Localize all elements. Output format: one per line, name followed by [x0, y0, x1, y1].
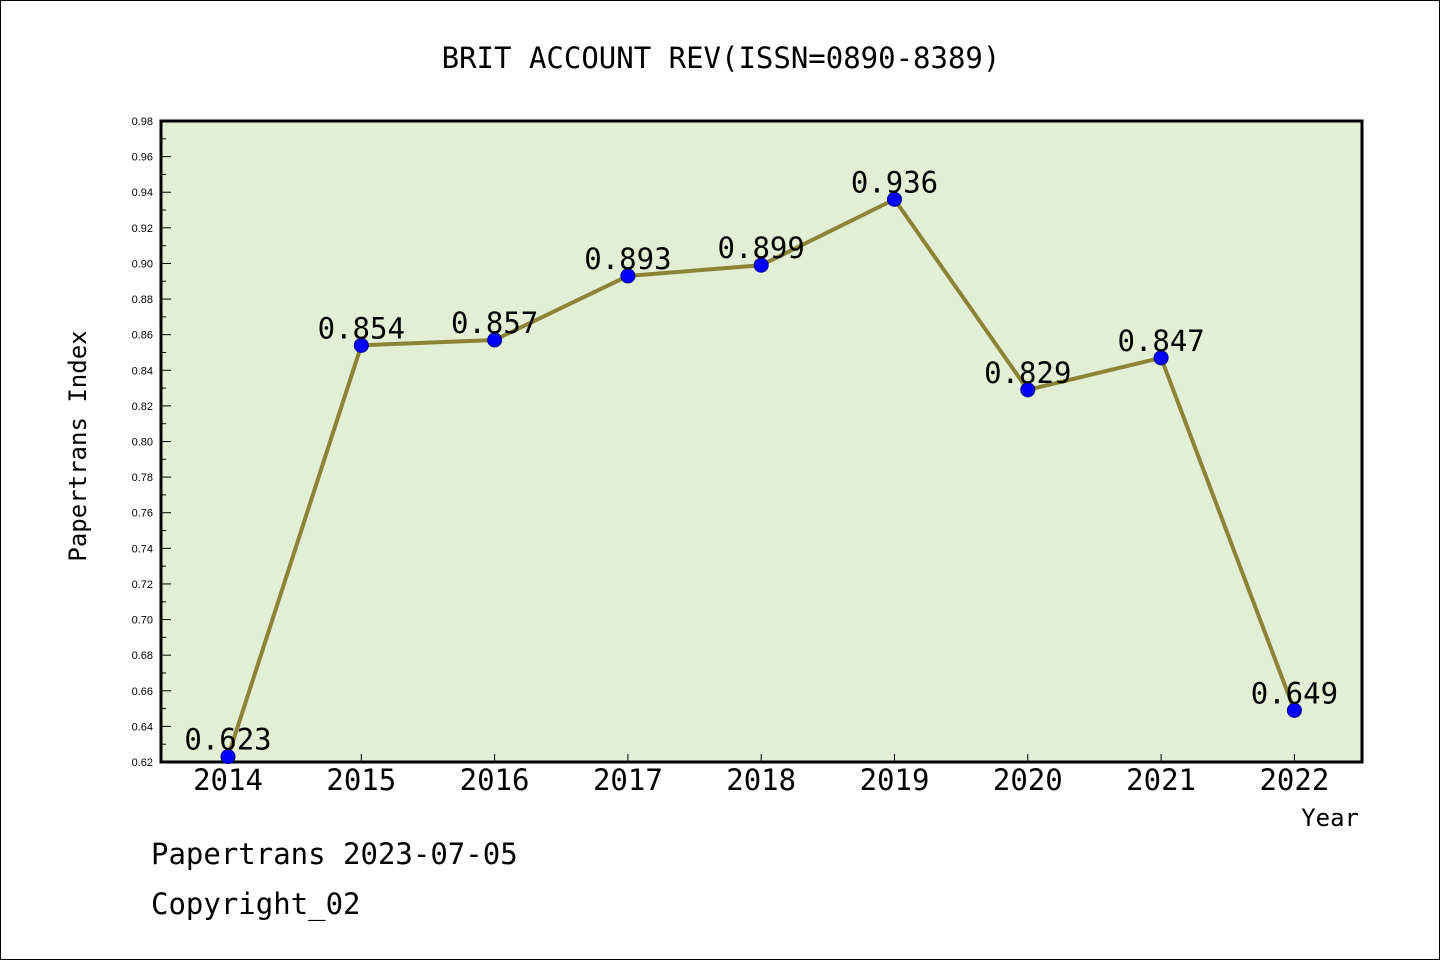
footer-date-line: Papertrans 2023-07-05: [151, 837, 518, 871]
y-tick-label: 0.80: [132, 437, 153, 449]
y-tick-label: 0.66: [132, 686, 153, 698]
x-axis-ticks: 2014 2015 2016 2017 2018 2019 2020 2021 2022: [193, 754, 1329, 797]
data-point: [887, 191, 902, 207]
data-point: [1153, 350, 1169, 366]
data-label: 0.847: [1117, 324, 1204, 358]
y-tick-label: 0.86: [132, 330, 153, 342]
x-tick-label: 2017: [593, 763, 663, 797]
x-tick-label: 2021: [1126, 763, 1196, 797]
x-tick-label: 2018: [726, 763, 796, 797]
y-tick-label: 0.84: [132, 365, 153, 377]
data-point: [753, 257, 769, 273]
data-point: [220, 749, 236, 765]
plot-area: [159, 119, 1364, 764]
data-point: [487, 332, 503, 348]
y-tick-label: 0.82: [132, 401, 153, 413]
data-label: 0.854: [318, 311, 405, 345]
data-label: 0.649: [1251, 676, 1338, 710]
y-tick-label: 0.78: [132, 472, 153, 484]
y-tick-label: 0.92: [132, 223, 153, 235]
y-axis-ticks: 0.62 0.64 0.66 0.68 0.70 0.72 0.74 0.76 0.78 0.80…: [132, 116, 171, 769]
y-tick-label: 0.68: [132, 650, 153, 662]
y-tick-label: 0.90: [132, 258, 153, 270]
x-axis-label: Year: [1301, 804, 1359, 832]
x-tick-label: 2019: [860, 763, 930, 797]
y-tick-label: 0.72: [132, 579, 153, 591]
data-point: [1020, 382, 1036, 398]
x-tick-label: 2015: [326, 763, 396, 797]
y-tick-label: 0.74: [132, 543, 153, 555]
data-point: [353, 337, 369, 353]
y-tick-label: 0.88: [132, 294, 153, 306]
y-tick-label: 0.64: [132, 721, 153, 733]
y-tick-label: 0.70: [132, 615, 153, 627]
data-label: 0.829: [984, 356, 1071, 390]
data-label: 0.899: [718, 231, 805, 265]
y-tick-label: 0.96: [132, 152, 153, 164]
y-tick-label: 0.98: [132, 116, 153, 128]
data-label: 0.936: [851, 165, 938, 199]
x-tick-label: 2014: [193, 763, 263, 797]
footer-copyright-line: Copyright_02: [151, 887, 361, 921]
y-tick-label: 0.76: [132, 508, 153, 520]
data-label: 0.623: [184, 723, 271, 757]
y-tick-label: 0.62: [132, 757, 153, 769]
data-series: [220, 191, 1302, 765]
y-axis-label: Papertrans Index: [64, 330, 92, 561]
data-point: [1286, 702, 1302, 718]
data-labels: 0.623 0.854 0.857 0.893 0.899 0.936 0.829 0.847…: [184, 165, 1338, 756]
x-tick-label: 2016: [460, 763, 530, 797]
chart-title: BRIT ACCOUNT REV(ISSN=0890-8389): [442, 41, 1001, 75]
x-tick-label: 2022: [1259, 763, 1329, 797]
data-label: 0.857: [451, 306, 538, 340]
y-tick-label: 0.94: [132, 187, 153, 199]
data-point: [620, 268, 636, 284]
data-label: 0.893: [584, 242, 671, 276]
x-tick-label: 2020: [993, 763, 1063, 797]
